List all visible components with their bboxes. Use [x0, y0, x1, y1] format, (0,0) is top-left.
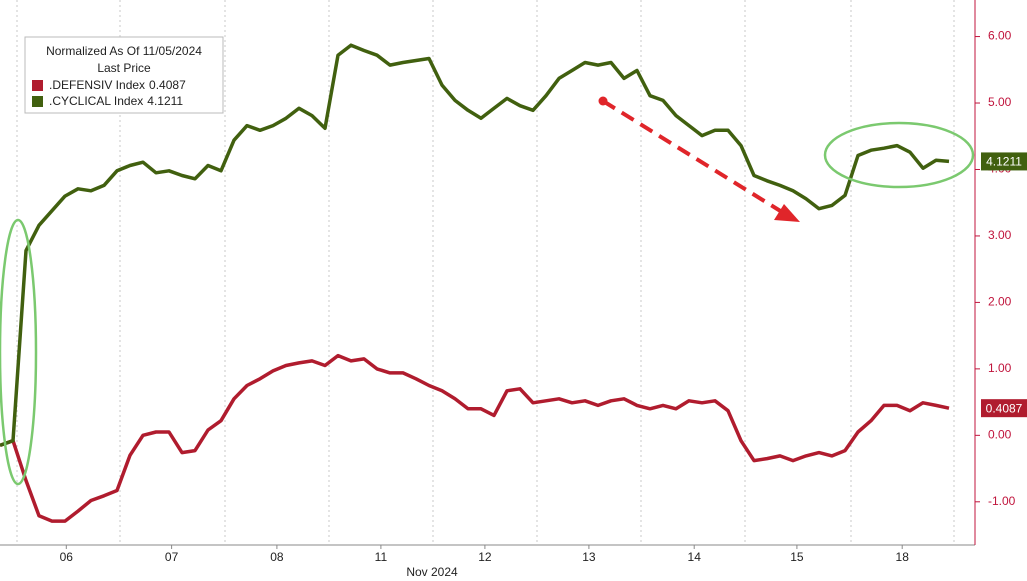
last-value-badge [981, 399, 1027, 418]
legend-value: 4.1211 [147, 94, 183, 108]
y-tick-label: 5.00 [988, 95, 1012, 109]
trend-arrow-head [774, 204, 800, 222]
legend-name: .CYCLICAL Index [49, 94, 143, 108]
y-tick-label: 1.00 [988, 361, 1012, 375]
last-value-label: 4.1211 [986, 155, 1022, 169]
y-tick-label: -1.00 [988, 494, 1016, 508]
trend-arrow [601, 99, 784, 214]
x-tick-label: 14 [688, 550, 702, 564]
y-tick-label: 0.00 [988, 428, 1012, 442]
legend-box [24, 36, 224, 114]
x-tick-label: 18 [896, 550, 910, 564]
x-tick-label: 07 [165, 550, 179, 564]
legend-value: 0.4087 [149, 78, 186, 92]
x-tick-label: 08 [270, 550, 284, 564]
y-tick-label: 2.00 [988, 295, 1012, 309]
legend-swatch [32, 80, 43, 91]
trend-arrow-start [598, 96, 608, 106]
y-tick-label: 6.00 [988, 29, 1012, 43]
highlight-ellipse [823, 121, 975, 189]
highlight-ellipse [0, 218, 38, 486]
legend-title: Normalized As Of 11/05/2024 [46, 44, 202, 58]
y-tick-label: 3.00 [988, 228, 1012, 242]
legend-entry: .CYCLICAL Index 4.1211 [49, 94, 183, 108]
last-value-label: 0.4087 [986, 401, 1023, 415]
series-line [0, 43, 950, 447]
x-tick-label: 13 [582, 550, 596, 564]
x-tick-label: 06 [60, 550, 74, 564]
x-axis-label: Nov 2024 [406, 565, 458, 579]
x-tick-label: 15 [790, 550, 804, 564]
x-tick-label: 11 [375, 550, 388, 564]
legend-subtitle: Last Price [97, 61, 151, 75]
legend-entry: .DEFENSIV Index 0.4087 [49, 78, 186, 92]
plot [0, 43, 950, 523]
x-tick-label: 12 [478, 550, 492, 564]
legend-name: .DEFENSIV Index [49, 78, 145, 92]
legend-swatch [32, 96, 43, 107]
legend: Normalized As Of 11/05/2024 Last Price [24, 36, 224, 114]
series-line [0, 353, 950, 523]
last-value-badge [981, 152, 1027, 171]
